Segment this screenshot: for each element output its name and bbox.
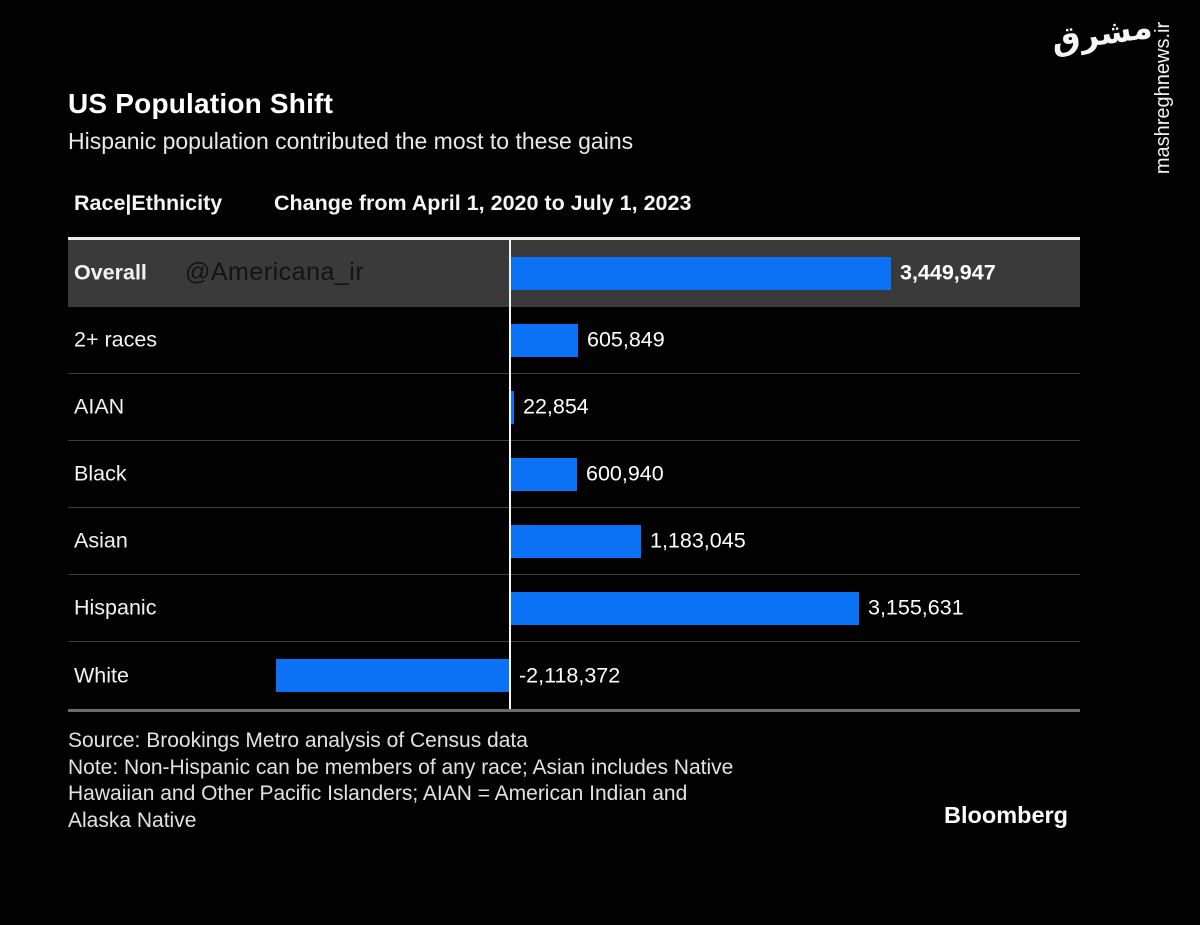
zero-baseline-axis: [509, 240, 511, 709]
row-label: White: [74, 663, 129, 687]
footer-block: Source: Brookings Metro analysis of Cens…: [68, 728, 733, 834]
row-label: AIAN: [74, 394, 125, 419]
bar: [511, 592, 859, 625]
bar: [511, 525, 641, 558]
bar: [276, 659, 509, 692]
bar-value-label: 1,183,045: [650, 528, 746, 553]
table-row: AIAN 22,854: [68, 374, 1080, 441]
row-label: Asian: [74, 528, 128, 553]
chart-subtitle: Hispanic population contributed the most…: [68, 128, 634, 154]
row-label: Black: [74, 461, 127, 486]
bar: [511, 257, 891, 290]
bar-value-label: 3,449,947: [900, 260, 996, 285]
americana-watermark: @Americana_ir: [185, 258, 365, 286]
table-bottom-rule: [68, 709, 1080, 712]
bar: [511, 391, 514, 424]
bar: [511, 458, 577, 491]
column-header-race-ethnicity: Race|Ethnicity: [74, 191, 223, 215]
chart-title: US Population Shift: [68, 88, 334, 119]
site-url-watermark: mashreghnews.ir: [1152, 21, 1174, 175]
bar-value-label: 3,155,631: [868, 595, 964, 620]
bar-chart-table: Overall 3,449,947 2+ races 605,849 AIAN 22,85…: [68, 237, 1080, 712]
mashregh-calligraphy-logo: مشرق: [1049, 7, 1155, 60]
table-row: Black 600,940: [68, 441, 1080, 508]
table-body: Overall 3,449,947 2+ races 605,849 AIAN 22,85…: [68, 240, 1080, 709]
table-row: Hispanic 3,155,631: [68, 575, 1080, 642]
row-label: 2+ races: [74, 327, 158, 352]
table-row: Asian 1,183,045: [68, 508, 1080, 575]
bar-value-label: 605,849: [587, 327, 665, 352]
bar: [511, 324, 578, 357]
table-row: Overall 3,449,947: [68, 240, 1080, 307]
column-header-change-period: Change from April 1, 2020 to July 1, 202…: [274, 191, 692, 215]
source-text: Source: Brookings Metro analysis of Cens…: [68, 729, 528, 752]
table-top-rule: [68, 237, 1080, 240]
bar-value-label: -2,118,372: [519, 663, 621, 687]
note-text: Note: Non-Hispanic can be members of any…: [68, 755, 734, 832]
row-label: Hispanic: [74, 595, 157, 620]
bloomberg-logo: Bloomberg: [944, 802, 1069, 828]
bar-value-label: 22,854: [523, 394, 589, 419]
row-label: Overall: [74, 260, 147, 285]
table-row: 2+ races 605,849: [68, 307, 1080, 374]
table-row: White -2,118,372: [68, 642, 1080, 709]
column-header-row: Race|Ethnicity Change from April 1, 2020…: [0, 191, 1200, 219]
bar-value-label: 600,940: [586, 461, 664, 486]
